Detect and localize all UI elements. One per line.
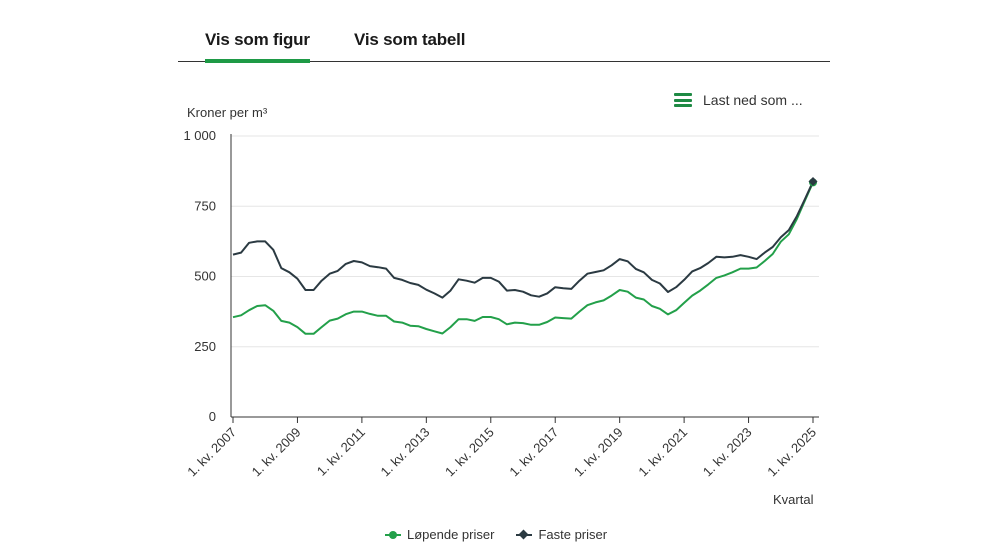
y-tick-label: 0 xyxy=(209,409,216,424)
chart-legend: Løpende priser Faste priser xyxy=(385,527,629,542)
end-marker-faste xyxy=(808,177,818,187)
x-tick-label: 1. kv. 2025 xyxy=(764,425,819,480)
series-line-loepende xyxy=(232,181,814,335)
x-tick-label: 1. kv. 2015 xyxy=(442,425,497,480)
x-tick-label: 1. kv. 2007 xyxy=(184,425,239,480)
download-menu-button[interactable]: Last ned som ... xyxy=(674,90,803,110)
x-tick-label: 1. kv. 2011 xyxy=(314,425,368,479)
y-tick-label: 250 xyxy=(194,339,216,354)
legend-label-loepende: Løpende priser xyxy=(407,527,495,542)
y-tick-label: 1 000 xyxy=(183,128,216,143)
hamburger-menu-icon xyxy=(674,93,692,107)
x-tick-label: 1. kv. 2019 xyxy=(571,425,626,480)
y-tick-label: 500 xyxy=(194,269,216,284)
tab-vis-som-tabell[interactable]: Vis som tabell xyxy=(354,30,466,49)
legend-label-faste: Faste priser xyxy=(538,527,608,542)
legend-item-faste[interactable]: Faste priser xyxy=(516,527,607,542)
download-label: Last ned som ... xyxy=(703,92,803,108)
x-tick-label: 1. kv. 2009 xyxy=(249,425,304,480)
tab-vis-som-figur[interactable]: Vis som figur xyxy=(205,30,310,63)
x-tick-label: 1. kv. 2023 xyxy=(700,425,755,480)
view-tabs: Vis som figur Vis som tabell xyxy=(178,24,830,63)
series-line-faste xyxy=(232,181,814,299)
legend-circle-icon xyxy=(385,530,401,540)
x-tick-label: 1. kv. 2013 xyxy=(378,425,433,480)
legend-diamond-icon xyxy=(516,529,533,540)
y-axis-title: Kroner per m³ xyxy=(187,105,268,120)
x-tick-label: 1. kv. 2021 xyxy=(635,425,690,480)
legend-item-loepende[interactable]: Løpende priser xyxy=(385,527,494,542)
x-tick-label: 1. kv. 2017 xyxy=(506,425,561,480)
y-tick-label: 750 xyxy=(194,198,216,213)
x-axis-title: Kvartal xyxy=(773,492,814,507)
